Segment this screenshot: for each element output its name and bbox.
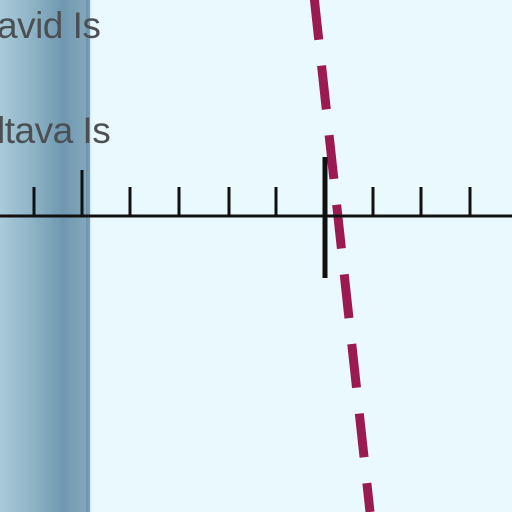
island-label-david: avid Is: [0, 5, 101, 46]
scale-bar-ticks: [32, 170, 472, 216]
coastline-shading: [86, 0, 92, 512]
dashed-boundary-line: [309, 0, 375, 512]
island-label-poltava: ltava Is: [0, 110, 111, 151]
land-area: [0, 0, 90, 512]
